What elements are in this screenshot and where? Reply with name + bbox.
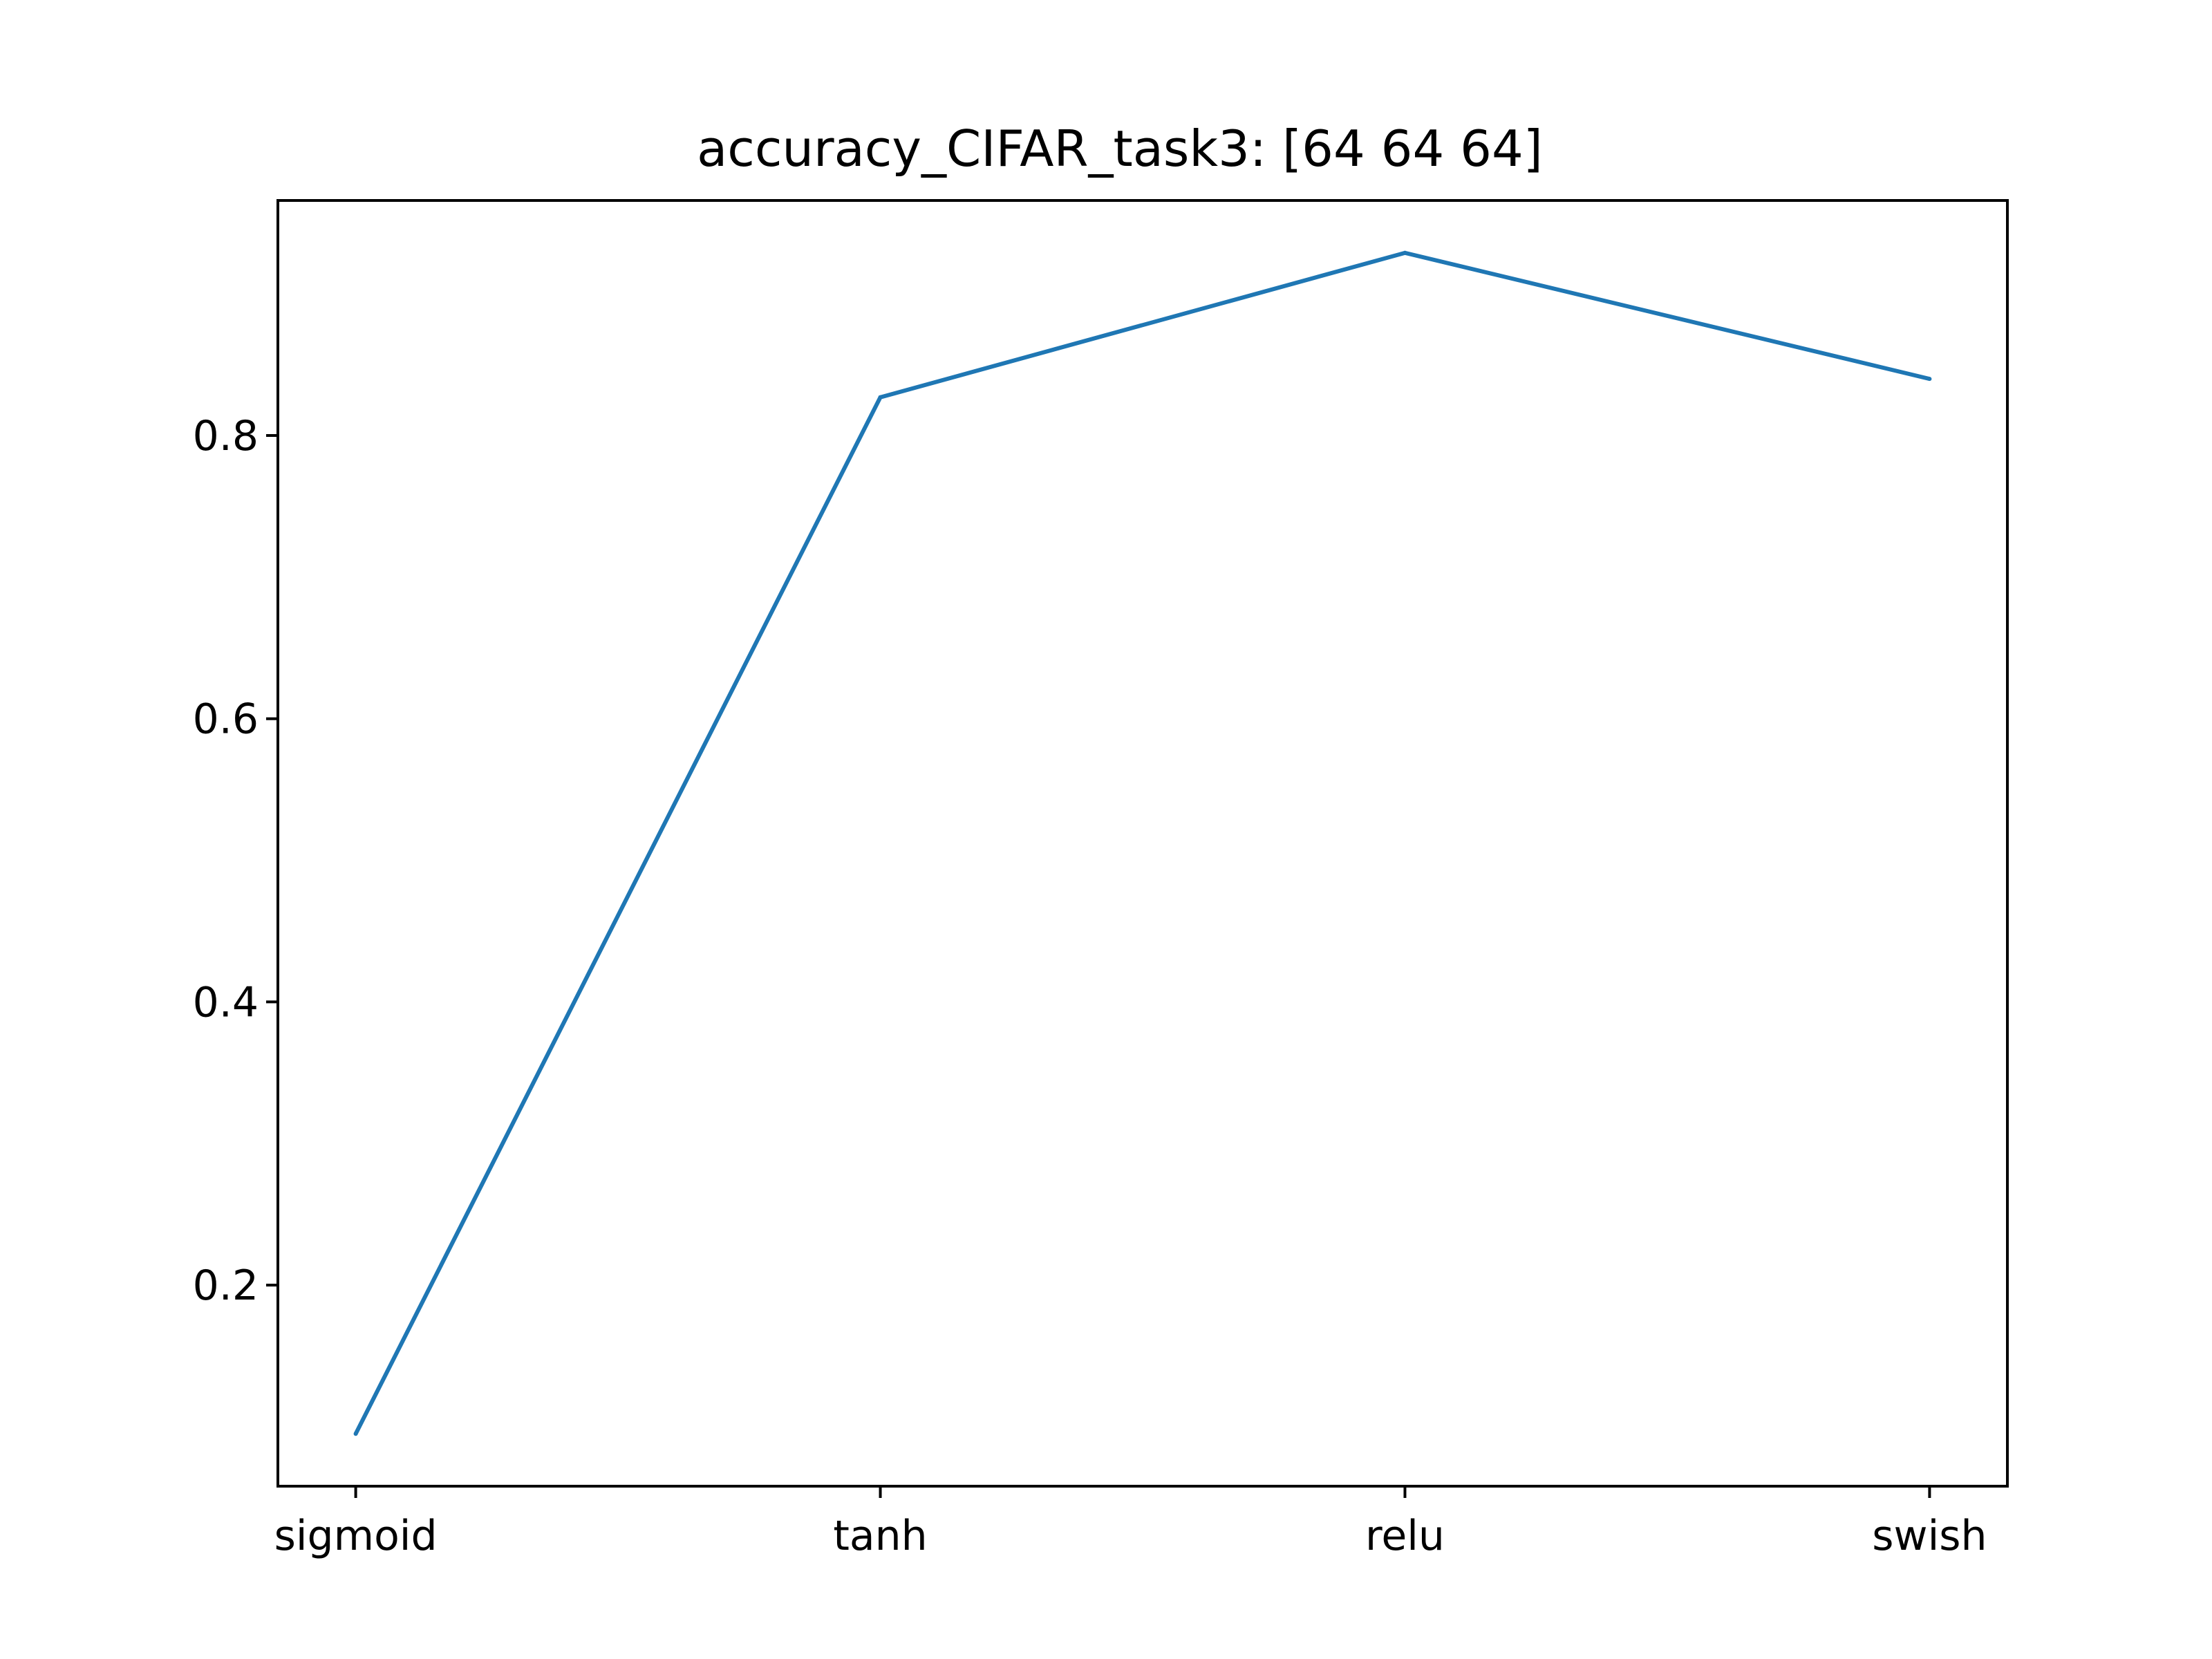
y-tick-label: 0.8 — [193, 412, 259, 460]
data-point — [1403, 250, 1407, 255]
y-tick-label: 0.6 — [193, 695, 259, 744]
x-tick-label: swish — [1872, 1512, 1987, 1560]
plot-frame — [276, 199, 2009, 1488]
chart-title: accuracy_CIFAR_task3: [64 64 64] — [697, 120, 1543, 178]
x-tick-label: relu — [1365, 1512, 1445, 1560]
data-point — [353, 1432, 358, 1436]
data-point — [878, 395, 883, 400]
series-line — [353, 250, 1931, 1435]
x-tick-label: sigmoid — [274, 1512, 438, 1560]
y-tick-label: 0.2 — [193, 1262, 259, 1310]
x-tick-label: tanh — [833, 1512, 927, 1560]
y-tick-label: 0.4 — [193, 978, 259, 1027]
data-point — [1927, 377, 1932, 382]
